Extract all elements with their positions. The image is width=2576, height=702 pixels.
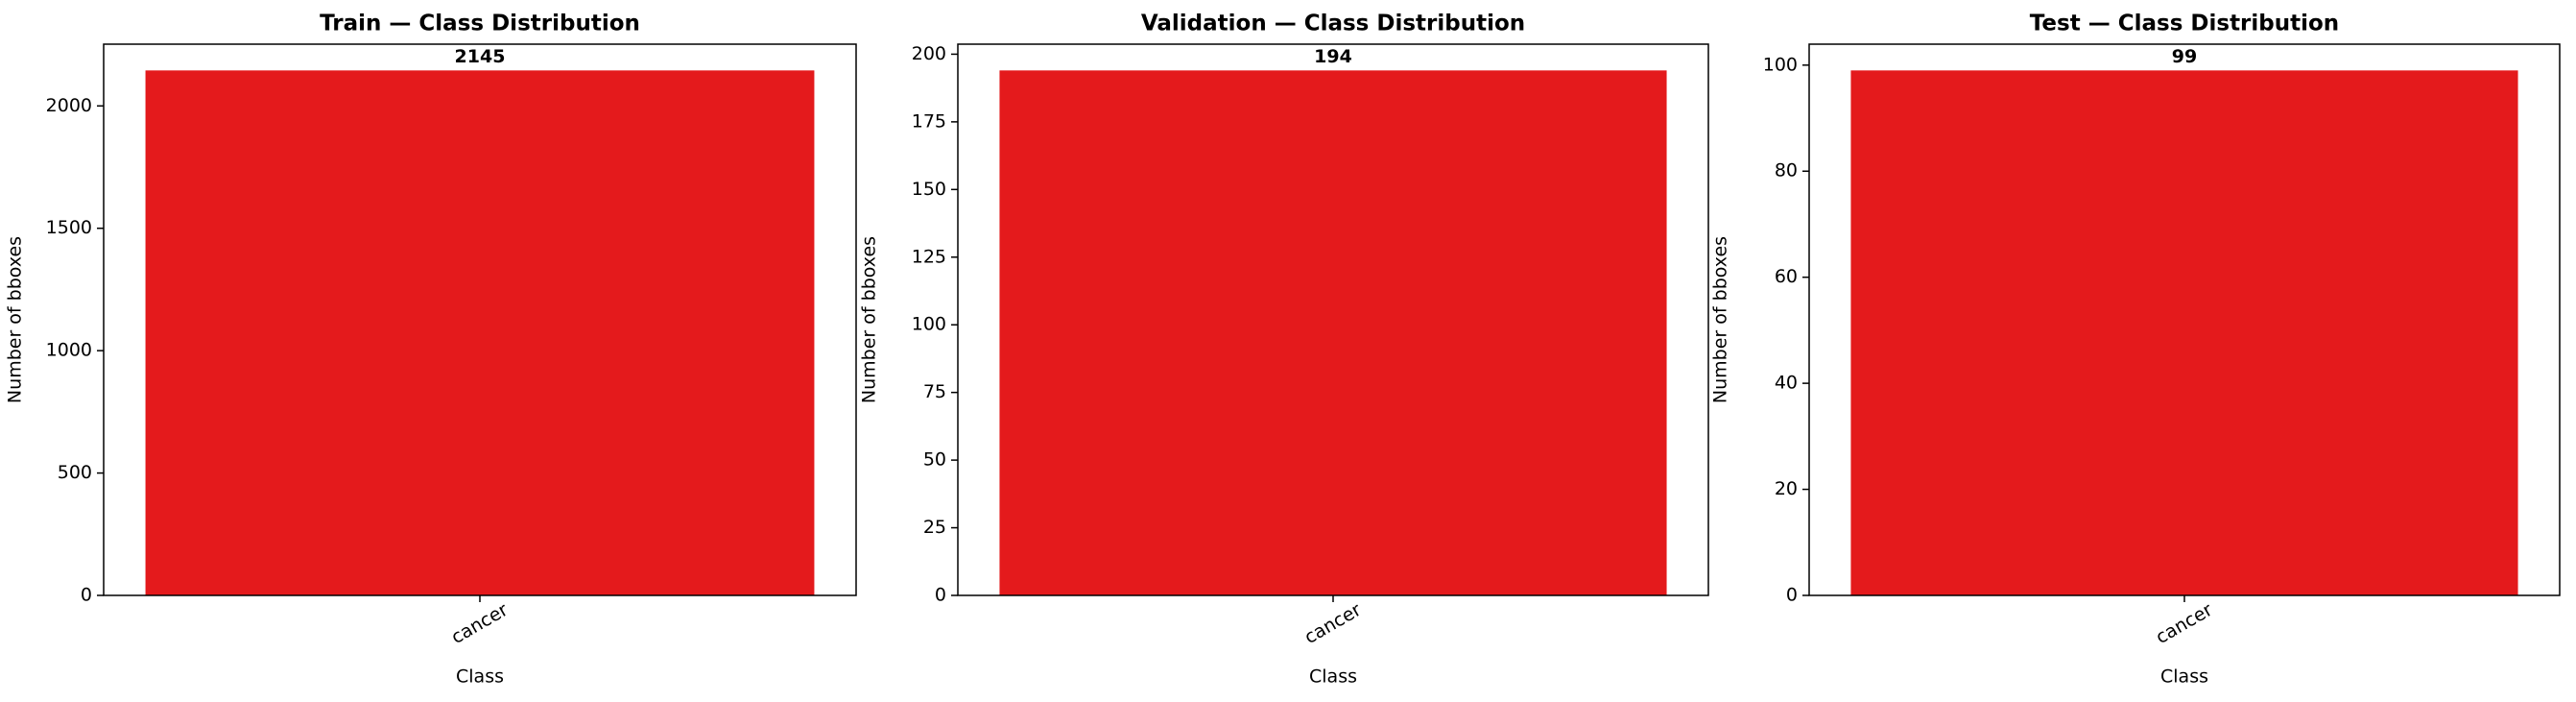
bar <box>999 70 1667 596</box>
axes-frame <box>103 43 857 596</box>
value-label: 2145 <box>455 46 506 67</box>
y-tick-label: 125 <box>912 246 946 267</box>
y-tick-label: 0 <box>1786 585 1798 606</box>
chart-title: Validation — Class Distribution <box>1141 12 1525 36</box>
value-label: 194 <box>1314 46 1352 67</box>
x-tick-label: cancer <box>447 599 512 648</box>
y-tick-label: 25 <box>923 517 946 538</box>
y-tick-label: 100 <box>912 314 946 335</box>
y-tick-label: 2000 <box>46 95 92 116</box>
x-axis-label: Class <box>456 666 504 688</box>
y-tick-label: 175 <box>912 110 946 132</box>
y-tick-label: 80 <box>1775 160 1798 182</box>
x-tick-label: cancer <box>2152 599 2216 648</box>
y-axis-label: Number of bboxes <box>5 236 26 403</box>
bar <box>1850 70 2518 596</box>
y-tick-label: 200 <box>912 43 946 64</box>
y-tick-label: 40 <box>1775 373 1798 394</box>
y-tick-label: 150 <box>912 179 946 200</box>
y-tick-label: 1000 <box>46 340 92 361</box>
y-tick-label: 20 <box>1775 478 1798 499</box>
bar <box>145 70 815 596</box>
y-tick-label: 50 <box>923 449 946 471</box>
axes-frame <box>1808 43 2561 596</box>
value-label: 99 <box>2172 46 2197 67</box>
chart-title: Train — Class Distribution <box>320 12 640 36</box>
y-tick-label: 0 <box>81 585 92 606</box>
y-tick-label: 100 <box>1763 54 1798 75</box>
x-axis-label: Class <box>2160 666 2208 688</box>
axes-frame <box>957 43 1709 596</box>
y-tick-label: 500 <box>58 462 92 483</box>
x-axis-label: Class <box>1309 666 1357 688</box>
x-tick-label: cancer <box>1300 599 1365 648</box>
y-tick-label: 60 <box>1775 266 1798 287</box>
y-tick-label: 1500 <box>46 217 92 238</box>
chart-title: Test — Class Distribution <box>2030 12 2339 36</box>
y-tick-label: 75 <box>923 381 946 402</box>
y-tick-label: 0 <box>935 585 946 606</box>
y-axis-label: Number of bboxes <box>1710 236 1731 403</box>
y-axis-label: Number of bboxes <box>859 236 880 403</box>
